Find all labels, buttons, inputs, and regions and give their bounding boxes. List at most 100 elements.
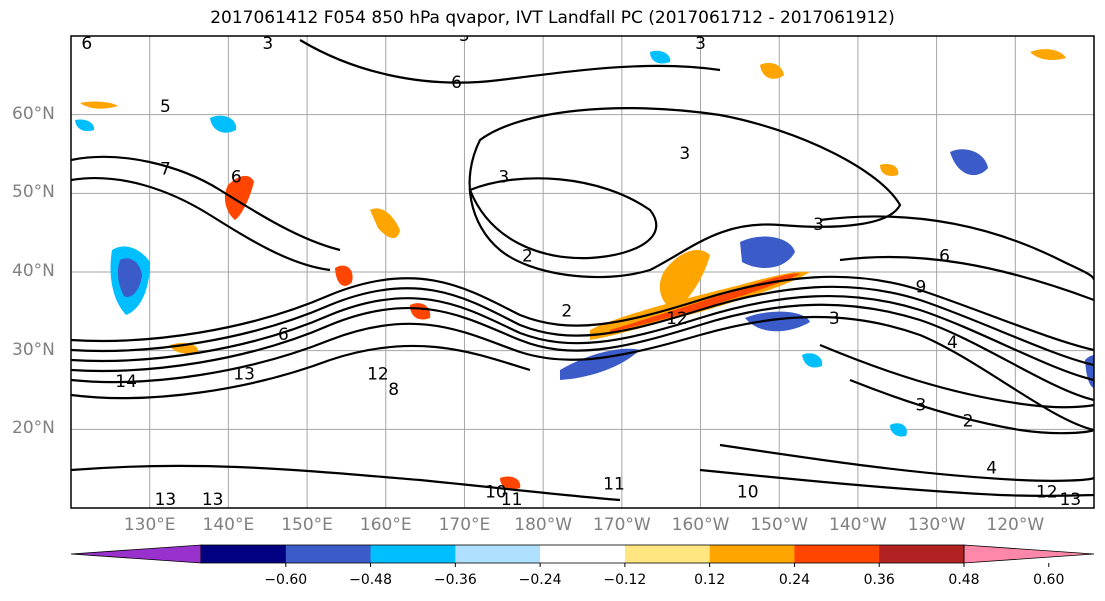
contour-label: 13 <box>202 490 224 510</box>
anomaly-patch <box>650 50 671 64</box>
longitude-label: 130°E <box>123 515 176 535</box>
colorbar-tick-label: −0.60 <box>264 572 308 588</box>
contour-label: 9 <box>915 278 926 298</box>
contour-line <box>468 107 902 279</box>
anomaly-patch <box>370 208 400 239</box>
contour-label: 3 <box>262 34 273 54</box>
contour-line <box>71 155 341 252</box>
colorbar-tick-label: 0.24 <box>778 572 811 588</box>
colorbar <box>70 544 1095 567</box>
latitude-label: 50°N <box>12 182 55 203</box>
colorbar-swatch <box>794 545 880 563</box>
contour-line <box>719 443 1094 482</box>
anomaly-patch <box>117 258 142 298</box>
contour-label: 13 <box>155 490 177 510</box>
anomaly-patch <box>610 273 800 332</box>
contour-label: 12 <box>1036 482 1058 502</box>
contour-label: 2 <box>963 411 974 431</box>
contour-label: 2 <box>561 301 572 321</box>
contour-line <box>71 176 331 272</box>
contour-line <box>299 39 721 84</box>
latitude-label: 60°N <box>12 103 55 124</box>
contour-label: 6 <box>278 325 289 345</box>
contour-label: 3 <box>915 396 926 416</box>
contour-line <box>71 344 531 400</box>
anomaly-patch <box>740 236 795 268</box>
contour-label: 6 <box>81 34 92 54</box>
longitude-label: 160°E <box>359 515 412 535</box>
colorbar-outline <box>200 544 965 564</box>
figure-title: 2017061412 F054 850 hPa qvapor, IVT Land… <box>210 8 895 28</box>
shaded-anomalies <box>75 49 1094 490</box>
anomaly-patch <box>1030 49 1066 60</box>
contour-label: 2 <box>522 246 533 266</box>
contour-label: 10 <box>737 482 759 502</box>
anomaly-patch <box>745 311 810 332</box>
colorbar-swatch <box>624 545 711 563</box>
contour-line <box>699 468 1094 497</box>
contour-label: 6 <box>939 246 950 266</box>
colorbar-extend-high <box>963 544 1095 564</box>
anomaly-patch <box>880 164 899 176</box>
contour-label: 3 <box>679 144 690 164</box>
colorbar-swatch <box>879 545 965 563</box>
anomaly-patch <box>500 476 521 490</box>
contour-label: 5 <box>459 26 470 46</box>
colorbar-tick-label: 0.12 <box>694 572 726 588</box>
contour-line <box>71 285 1094 367</box>
contour-label: 4 <box>986 459 997 479</box>
anomaly-patch <box>335 265 353 286</box>
contour-line <box>839 255 1094 302</box>
longitude-label: 160°W <box>671 515 730 535</box>
longitude-label: 140°E <box>202 515 255 535</box>
contour-line <box>71 303 1094 402</box>
contour-label: 8 <box>388 380 399 400</box>
ivt-contours <box>71 39 1094 502</box>
contour-line <box>71 275 1094 352</box>
colorbar-swatch <box>285 545 372 563</box>
contour-label: 11 <box>603 474 625 494</box>
contour-label: 4 <box>947 333 958 353</box>
contour-label: 3 <box>813 215 824 235</box>
longitude-label: 170°W <box>592 515 651 535</box>
colorbar-tick-label: 0.48 <box>948 572 980 588</box>
colorbar-swatch <box>455 545 541 563</box>
latitude-label: 30°N <box>12 339 55 360</box>
contour-label: 3 <box>695 34 706 54</box>
contour-label: 14 <box>115 372 137 392</box>
colorbar-tick-label: −0.24 <box>518 572 562 588</box>
contour-label: 13 <box>1060 490 1082 510</box>
contour-label: 5 <box>160 97 171 117</box>
colorbar-swatch <box>201 545 287 563</box>
longitude-label: 150°E <box>281 515 333 535</box>
colorbar-extend-low <box>70 544 202 564</box>
colorbar-swatch <box>370 545 456 563</box>
contour-label: 3 <box>829 309 840 329</box>
anomaly-patch <box>890 423 907 437</box>
colorbar-tick-label: 0.60 <box>1033 572 1065 588</box>
anomaly-patch <box>802 353 823 368</box>
latitude-label: 40°N <box>12 261 55 281</box>
map-frame <box>70 35 1095 509</box>
colorbar-tick-label: 0.36 <box>863 572 895 588</box>
colorbar-tick-label: −0.48 <box>349 572 392 588</box>
contour-label: 6 <box>451 73 462 93</box>
anomaly-patch <box>210 115 237 133</box>
latitude-label: 20°N <box>12 418 55 439</box>
contour-line <box>71 464 621 502</box>
anomaly-patch <box>80 101 118 109</box>
anomaly-patch <box>75 119 95 132</box>
anomaly-patch <box>560 348 640 380</box>
contour-line <box>849 378 1094 435</box>
longitude-label: 130°W <box>907 515 966 535</box>
contour-label: 10 <box>485 482 507 502</box>
contour-line <box>819 343 1094 409</box>
contour-label: 12 <box>367 364 389 384</box>
colorbar-swatch <box>709 545 795 563</box>
contour-line <box>71 294 1094 382</box>
contour-label: 7 <box>160 160 171 180</box>
contour-label: 6 <box>231 168 242 188</box>
longitude-label: 180°W <box>514 515 573 535</box>
anomaly-patch <box>950 149 988 176</box>
